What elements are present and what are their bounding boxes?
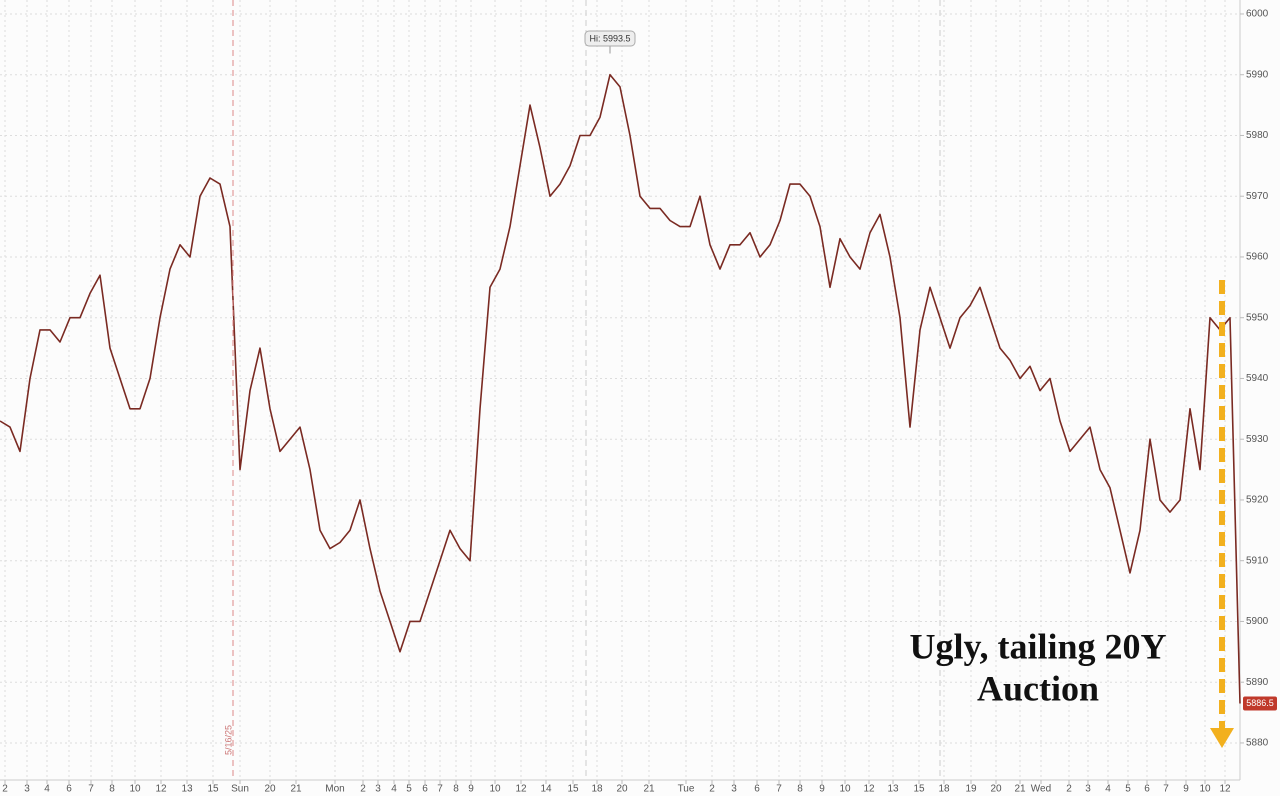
x-tick-label: 8 [109,784,115,795]
x-tick-label: 10 [489,784,501,795]
x-tick-label: 9 [1183,784,1189,795]
x-tick-label: 3 [375,784,381,795]
x-tick-label: 10 [1199,784,1211,795]
x-tick-label: 4 [391,784,397,795]
y-tick-label: 5880 [1246,738,1269,749]
x-tick-label: 21 [1014,784,1026,795]
x-tick-label: 13 [181,784,193,795]
x-tick-label: 9 [468,784,474,795]
x-tick-label: 3 [731,784,737,795]
x-tick-label: 10 [129,784,141,795]
x-tick-label: 5 [1125,784,1131,795]
annotation-text: Ugly, tailing 20Y [909,626,1166,666]
x-tick-label: 2 [2,784,8,795]
x-tick-label: 7 [88,784,94,795]
x-tick-label: 7 [437,784,443,795]
x-tick-label: 7 [776,784,782,795]
x-tick-label: 21 [643,784,655,795]
x-tick-label: 20 [264,784,276,795]
high-callout-box [584,30,636,47]
high-callout-label: Hi: 5993.5 [589,33,630,43]
x-tick-label: 20 [616,784,628,795]
y-tick-label: 5890 [1246,677,1269,688]
x-tick-label: 20 [990,784,1002,795]
x-tick-label: 3 [1085,784,1091,795]
plot-area [0,0,1240,780]
y-tick-label: 5910 [1246,555,1269,566]
x-tick-label: 6 [754,784,760,795]
y-tick-label: 5960 [1246,252,1269,263]
last-value-tag [1243,696,1277,711]
x-tick-label: 4 [1105,784,1111,795]
x-tick-label: 18 [591,784,603,795]
date-marker-label: 5/16/25 [223,725,233,755]
down-arrow [1210,280,1234,748]
last-value-label: 5886.5 [1246,698,1274,708]
x-tick-label: 4 [44,784,50,795]
x-tick-label: 12 [155,784,167,795]
x-tick-label: 15 [567,784,579,795]
y-tick-label: 5930 [1246,434,1269,445]
x-tick-label: 5 [406,784,412,795]
price-line [0,73,1241,704]
x-tick-label: 8 [797,784,803,795]
y-tick-label: 5980 [1246,130,1269,141]
y-tick-label: 5920 [1246,495,1269,506]
x-tick-label: 9 [819,784,825,795]
y-tick-label: 5970 [1246,191,1269,202]
x-tick-label: 21 [290,784,302,795]
x-tick-label: 19 [965,784,977,795]
y-tick-label: 5940 [1246,373,1269,384]
x-tick-label: Mon [325,784,344,795]
x-tick-label: 12 [515,784,527,795]
y-tick-label: 5990 [1246,69,1269,80]
x-tick-label: Tue [678,784,695,795]
y-tick-label: 5900 [1246,616,1269,627]
annotation-text: Auction [977,668,1099,708]
x-tick-label: 6 [66,784,72,795]
x-tick-label: 8 [453,784,459,795]
x-tick-label: Sun [231,784,249,795]
x-tick-label: 15 [207,784,219,795]
x-tick-label: 3 [24,784,30,795]
x-tick-label: 6 [1144,784,1150,795]
x-tick-label: 10 [839,784,851,795]
x-tick-label: 7 [1163,784,1169,795]
x-tick-label: Wed [1031,784,1051,795]
x-tick-label: 15 [913,784,925,795]
y-tick-label: 5950 [1246,312,1269,323]
x-tick-label: 2 [709,784,715,795]
x-tick-label: 12 [863,784,875,795]
x-tick-label: 13 [887,784,899,795]
x-tick-label: 2 [1066,784,1072,795]
x-tick-label: 18 [938,784,950,795]
x-tick-label: 14 [540,784,552,795]
x-tick-label: 6 [422,784,428,795]
y-tick-label: 6000 [1246,9,1269,20]
x-tick-label: 12 [1219,784,1231,795]
x-tick-label: 2 [360,784,366,795]
